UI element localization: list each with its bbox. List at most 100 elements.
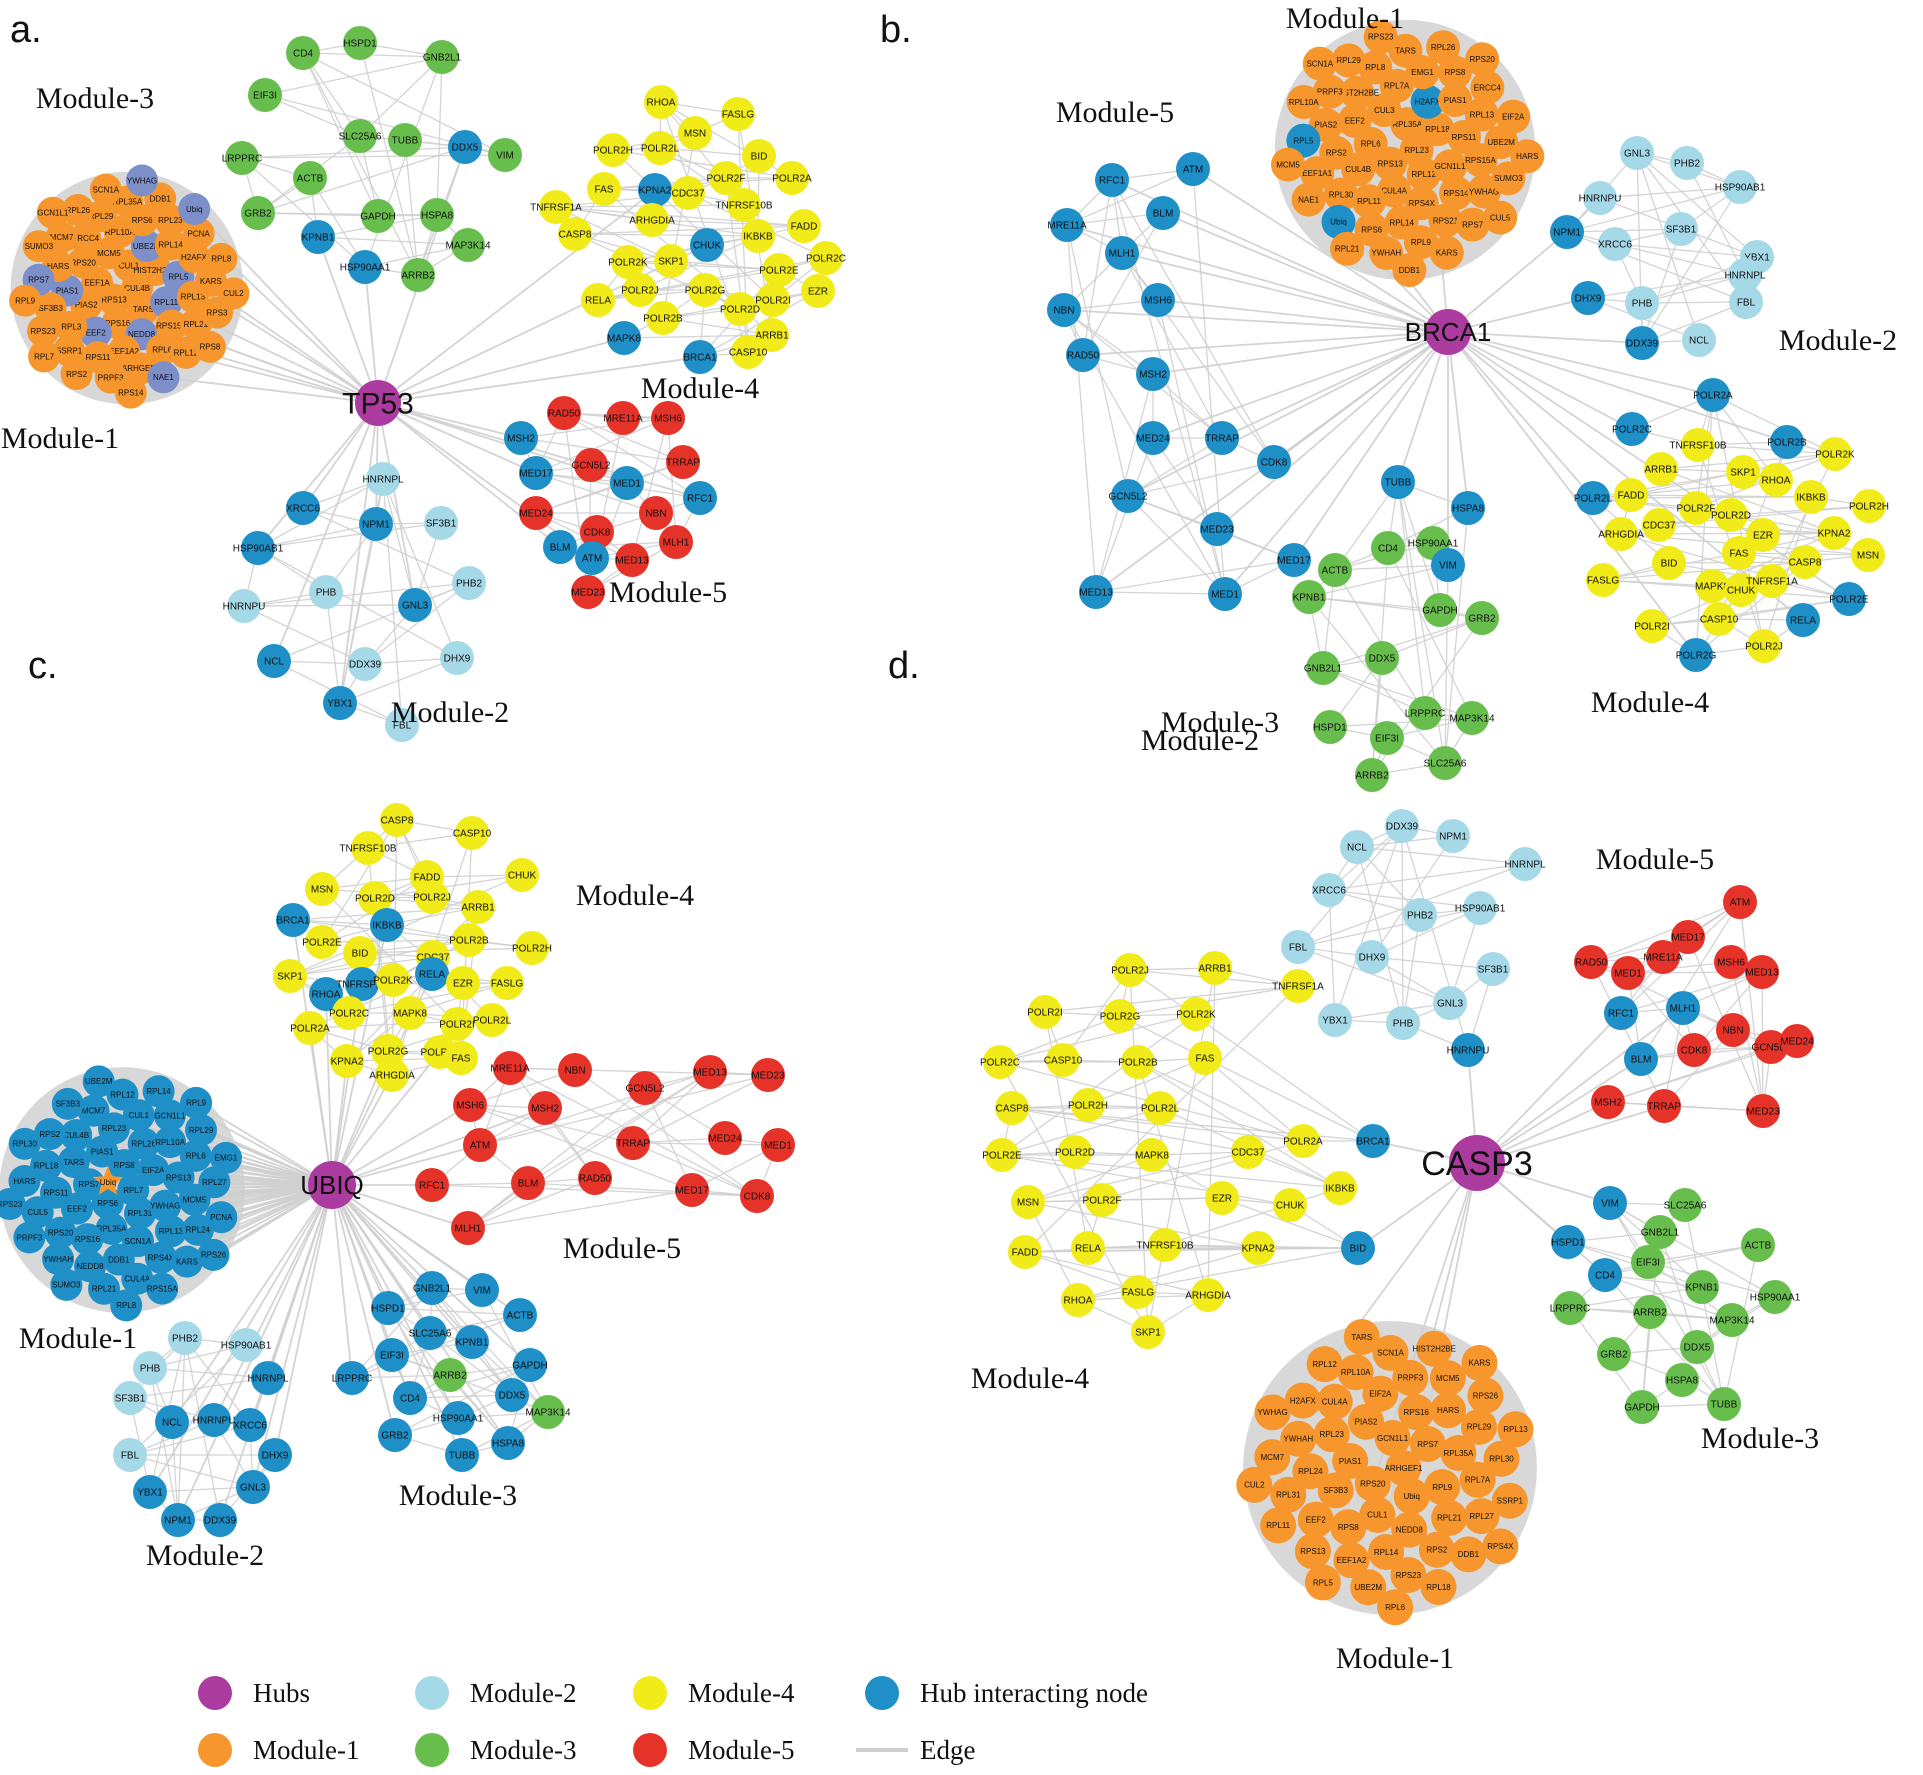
node-DDB1[interactable] xyxy=(1392,253,1427,288)
node-Ubiq[interactable] xyxy=(1321,204,1356,239)
node-CUL4B[interactable] xyxy=(60,1119,93,1152)
node-RPL13[interactable] xyxy=(155,1215,187,1248)
node-CDC37[interactable] xyxy=(1231,1135,1265,1169)
node-HARS[interactable] xyxy=(1510,139,1545,174)
node-GNB2L1[interactable] xyxy=(1643,1215,1677,1249)
node-GNL3[interactable] xyxy=(398,588,432,622)
node-MCM7[interactable] xyxy=(77,1094,110,1127)
node-HSPA8[interactable] xyxy=(1665,1363,1699,1397)
node-RPL12[interactable] xyxy=(1406,157,1441,192)
node-GCN1L1[interactable] xyxy=(36,196,69,229)
node-BLM[interactable] xyxy=(1624,1042,1658,1076)
node-GNB2L1[interactable] xyxy=(1306,651,1340,685)
node-NPM1[interactable] xyxy=(1436,819,1470,853)
node-MED24[interactable] xyxy=(519,496,553,530)
node-CDC37[interactable] xyxy=(671,176,705,210)
node-DDB1[interactable] xyxy=(1450,1536,1487,1573)
node-RPS16[interactable] xyxy=(71,1223,104,1256)
node-GCN1L1[interactable] xyxy=(1433,149,1467,184)
node-RPL35A[interactable] xyxy=(1440,1435,1477,1471)
node-KPNA2[interactable] xyxy=(330,1044,364,1078)
node-MLH1[interactable] xyxy=(1105,236,1139,270)
node-RAD50[interactable] xyxy=(1066,338,1100,372)
node-EIF2A[interactable] xyxy=(1496,99,1531,134)
node-EIF2A[interactable] xyxy=(1362,1375,1399,1412)
node-TNFRSF10B[interactable] xyxy=(727,188,761,222)
node-TNFRSF1A[interactable] xyxy=(1755,564,1789,598)
node-MSN[interactable] xyxy=(305,872,339,906)
node-MED23[interactable] xyxy=(1200,512,1234,546)
node-RPS14[interactable] xyxy=(1439,176,1474,210)
node-POLR2L[interactable] xyxy=(1576,481,1610,515)
hub-node-BRCA1[interactable] xyxy=(1425,309,1471,355)
node-RPL11[interactable] xyxy=(1260,1507,1297,1544)
node-PCNA[interactable] xyxy=(205,1201,238,1234)
node-HNRNPL[interactable] xyxy=(1508,847,1542,881)
node-GNB2L1[interactable] xyxy=(425,40,459,74)
node-RPL29[interactable] xyxy=(185,1114,217,1146)
node-HARS[interactable] xyxy=(8,1165,41,1197)
node-MAP3K14[interactable] xyxy=(451,228,485,262)
node-RPS23[interactable] xyxy=(0,1188,26,1220)
node-GRB2[interactable] xyxy=(1465,601,1499,635)
node-EEF1A1[interactable] xyxy=(1300,156,1335,191)
node-ARRB1[interactable] xyxy=(1644,452,1678,486)
node-HNRNPL[interactable] xyxy=(251,1361,285,1395)
node-MRE11A[interactable] xyxy=(1050,208,1084,242)
node-BRCA1[interactable] xyxy=(683,340,717,374)
node-RPL10A[interactable] xyxy=(1337,1354,1374,1391)
node-PCNA[interactable] xyxy=(182,217,215,250)
node-SLC25A6[interactable] xyxy=(1428,746,1462,780)
node-DDX39[interactable] xyxy=(203,1503,237,1537)
node-CUL2[interactable] xyxy=(1236,1466,1273,1503)
node-CUL5[interactable] xyxy=(1483,200,1518,235)
node-HSP90AA1[interactable] xyxy=(1758,1280,1792,1314)
node-EIF3I[interactable] xyxy=(1631,1245,1665,1279)
node-HSP90AB1[interactable] xyxy=(1463,891,1497,925)
node-IKBKB[interactable] xyxy=(370,908,404,942)
node-Ubiq[interactable] xyxy=(1393,1478,1430,1515)
node-CHUK[interactable] xyxy=(1273,1188,1307,1222)
node-MAP3K14[interactable] xyxy=(1455,701,1489,735)
node-HSPA8[interactable] xyxy=(420,198,454,232)
node-MSH2[interactable] xyxy=(1591,1085,1625,1119)
node-HNRNPU[interactable] xyxy=(1583,181,1617,215)
node-RPS13[interactable] xyxy=(1294,1533,1331,1570)
node-TUBB[interactable] xyxy=(1707,1387,1741,1421)
node-HSP90AA1[interactable] xyxy=(348,250,382,284)
node-TARS[interactable] xyxy=(1343,1319,1380,1355)
node-RPL30[interactable] xyxy=(1324,177,1358,212)
node-RPL9[interactable] xyxy=(1424,1469,1461,1506)
node-RFC1[interactable] xyxy=(1604,996,1638,1030)
node-FASLG[interactable] xyxy=(490,966,524,1000)
node-SKP1[interactable] xyxy=(654,244,688,278)
node-CASP8[interactable] xyxy=(1788,545,1822,579)
node-SLC25A6[interactable] xyxy=(1668,1188,1702,1222)
node-POLR2J[interactable] xyxy=(1747,629,1781,663)
node-ARRB1[interactable] xyxy=(755,318,789,352)
node-MED13[interactable] xyxy=(693,1055,727,1089)
node-BLM[interactable] xyxy=(1146,196,1180,230)
node-SKP1[interactable] xyxy=(1726,455,1760,489)
node-MSH2[interactable] xyxy=(528,1091,562,1125)
node-FBL[interactable] xyxy=(1281,930,1315,964)
node-RPL13[interactable] xyxy=(1497,1411,1534,1448)
node-KARS[interactable] xyxy=(1429,235,1464,270)
node-CUL4A[interactable] xyxy=(121,1262,154,1295)
node-RPL30[interactable] xyxy=(8,1127,41,1160)
node-TNFRSF1A[interactable] xyxy=(1281,969,1315,1003)
node-RPL13[interactable] xyxy=(1464,97,1499,132)
node-HNRNPL[interactable] xyxy=(366,462,400,496)
node-SF3B1[interactable] xyxy=(113,1381,147,1415)
node-HSPD1[interactable] xyxy=(1313,710,1347,744)
node-DDX5[interactable] xyxy=(1680,1330,1714,1364)
node-SLC25A6[interactable] xyxy=(343,119,377,153)
node-PIAS1[interactable] xyxy=(1332,1443,1369,1479)
node-RPL8[interactable] xyxy=(205,242,238,275)
node-YWHAG[interactable] xyxy=(149,1189,182,1222)
node-LRPPRC[interactable] xyxy=(225,141,259,175)
node-POLR2A[interactable] xyxy=(293,1011,327,1045)
node-MSH6[interactable] xyxy=(1141,283,1175,317)
node-ARRB2[interactable] xyxy=(1633,1295,1667,1329)
node-PHB2[interactable] xyxy=(452,566,486,600)
